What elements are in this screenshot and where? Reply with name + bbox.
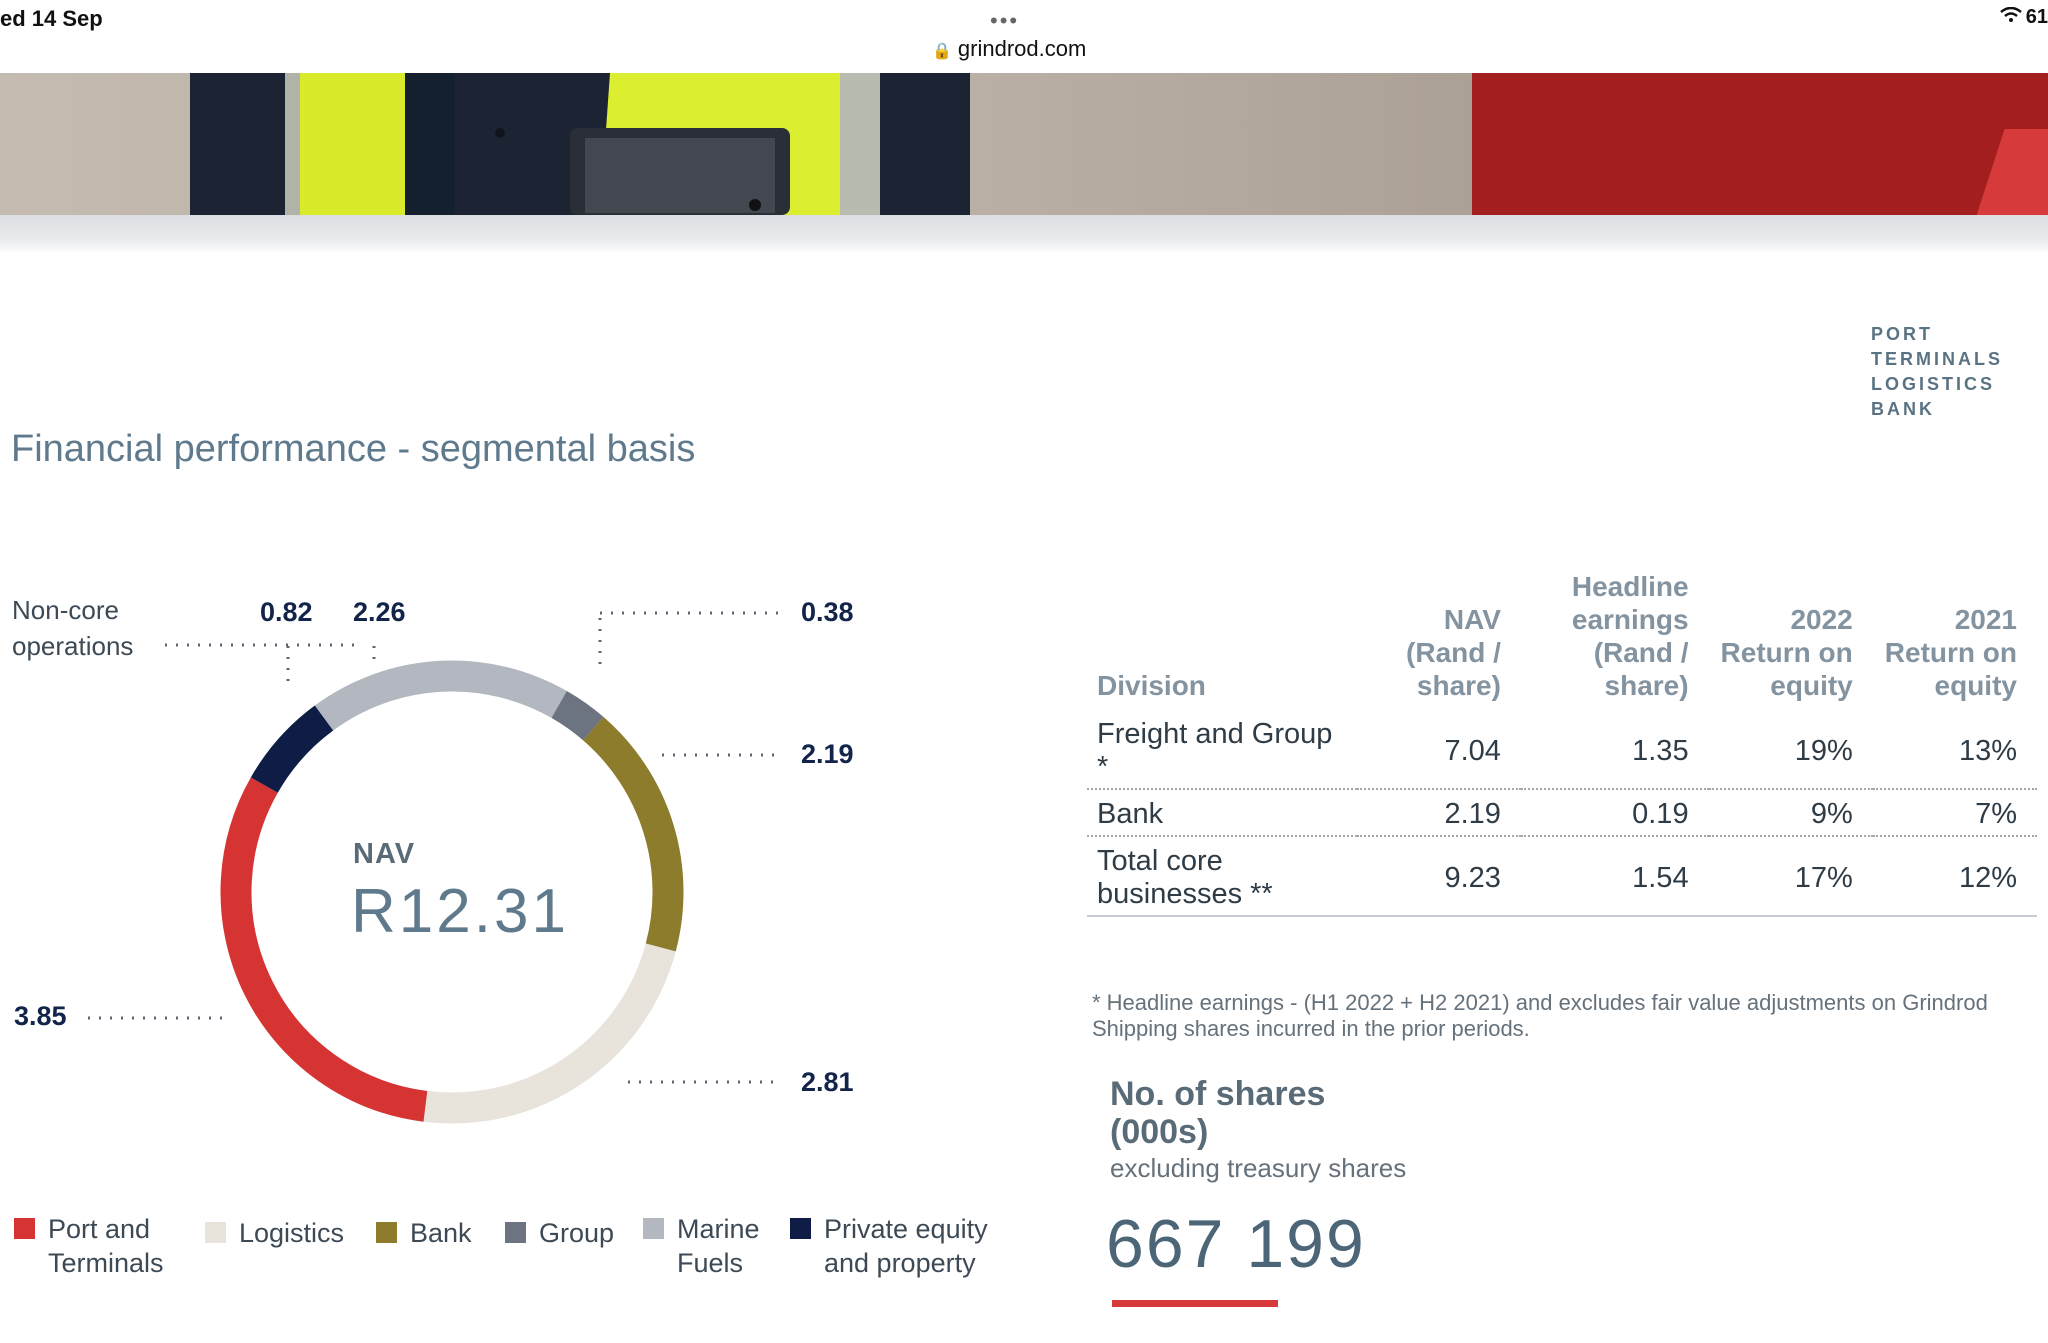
cell-division: Bank xyxy=(1087,789,1357,837)
segment-table: Division NAV (Rand / share) Headline ear… xyxy=(1087,570,2037,917)
legend-label: Port and Terminals xyxy=(48,1214,164,1278)
cell-nav: 9.23 xyxy=(1356,836,1521,917)
donut-segment-group xyxy=(551,690,604,741)
cell-nav: 2.19 xyxy=(1356,789,1521,837)
cell-headline: 1.54 xyxy=(1520,836,1709,917)
donut-center-value: R12.31 xyxy=(351,877,569,946)
callout-port: 3.85 xyxy=(14,1001,67,1031)
cell-division: Total core businesses ** xyxy=(1087,836,1357,917)
callout-group: 0.38 xyxy=(801,597,854,627)
shares-underline xyxy=(1112,1300,1278,1307)
page-title: Financial performance - segmental basis xyxy=(11,428,696,470)
lock-icon: 🔒 xyxy=(932,43,952,60)
divider xyxy=(0,215,2048,253)
address-bar[interactable]: 🔒 grindrod.com xyxy=(932,36,1086,62)
tagline-line: TERMINALS xyxy=(1871,349,2003,369)
cell-nav: 7.04 xyxy=(1356,710,1521,790)
donut-segments xyxy=(220,660,684,1124)
status-date: ed 14 Sep xyxy=(0,6,103,31)
col-division: Division xyxy=(1097,670,1206,701)
col-nav: NAV (Rand / share) xyxy=(1406,604,1501,701)
legend-swatch xyxy=(376,1222,397,1243)
legend-swatch xyxy=(205,1222,226,1243)
tagline-line: PORT xyxy=(1871,324,1934,344)
col-headline: Headline earnings (Rand / share) xyxy=(1571,571,1689,701)
legend-label: Group xyxy=(539,1218,615,1248)
legend-label: Private equity and property xyxy=(824,1214,988,1278)
wifi-icon xyxy=(1999,7,2022,22)
legend-swatch xyxy=(643,1218,664,1239)
cell-roe-2022: 17% xyxy=(1708,836,1873,917)
callout-bank: 2.19 xyxy=(801,739,854,769)
callout-logistics: 2.81 xyxy=(801,1067,854,1097)
cell-roe-2022: 9% xyxy=(1708,789,1873,837)
table-header-row: Division NAV (Rand / share) Headline ear… xyxy=(1087,570,2037,710)
cell-roe-2021: 7% xyxy=(1872,789,2037,837)
shares-value: 667 199 xyxy=(1106,1206,1366,1282)
table-row: Bank 2.19 0.19 9% 7% xyxy=(1087,789,2037,837)
donut-segment-private-equity-and-property xyxy=(250,705,334,794)
noncore-label: Non-core operations xyxy=(12,595,134,661)
hero-photo xyxy=(0,73,1472,215)
shares-subtitle: excluding treasury shares xyxy=(1110,1153,1407,1183)
hero-red-panel xyxy=(1472,73,2048,215)
table-row: Freight and Group * 7.04 1.35 19% 13% xyxy=(1087,710,2037,790)
status-right: 61 xyxy=(1999,6,2048,29)
legend-label: Bank xyxy=(410,1218,472,1248)
donut-segment-logistics xyxy=(423,943,676,1124)
callout-private-equity: 0.82 xyxy=(260,597,313,627)
battery-percent: 61 xyxy=(2025,6,2048,28)
callout-marine-fuels: 2.26 xyxy=(353,597,406,627)
tab-options-icon[interactable]: ••• xyxy=(990,8,1020,33)
legend-swatch xyxy=(14,1218,35,1239)
callout-leaders xyxy=(88,611,782,1084)
donut-segment-port-and-terminals xyxy=(220,777,428,1122)
footnote: * Headline earnings - (H1 2022 + H2 2021… xyxy=(1092,990,1988,1041)
status-bar: ed 14 Sep ••• 🔒 grindrod.com 61 xyxy=(0,0,2048,73)
cell-roe-2022: 19% xyxy=(1708,710,1873,790)
url-text: grindrod.com xyxy=(957,36,1087,61)
table-row: Total core businesses ** 9.23 1.54 17% 1… xyxy=(1087,836,2037,917)
legend-swatch xyxy=(790,1218,811,1239)
shares-title: No. of shares (000s) xyxy=(1110,1075,1326,1151)
legend-label: Logistics xyxy=(239,1218,345,1248)
cell-headline: 1.35 xyxy=(1520,710,1709,790)
brand-tagline: PORT TERMINALS LOGISTICS BANK xyxy=(1871,322,2003,422)
cell-roe-2021: 12% xyxy=(1872,836,2037,917)
tagline-line: BANK xyxy=(1871,399,1935,419)
donut-segment-bank xyxy=(583,716,684,952)
legend-label: Marine Fuels xyxy=(677,1214,760,1278)
cell-roe-2021: 13% xyxy=(1872,710,2037,790)
donut-center-label: NAV xyxy=(353,838,416,870)
col-roe-2022: 2022 Return on equity xyxy=(1720,604,1853,701)
cell-headline: 0.19 xyxy=(1520,789,1709,837)
donut-segment-marine-fuels xyxy=(314,660,567,731)
tagline-line: LOGISTICS xyxy=(1871,374,1996,394)
legend-swatch xyxy=(505,1222,526,1243)
hero-banner xyxy=(0,73,2048,215)
nav-donut-chart xyxy=(88,611,782,1124)
col-roe-2021: 2021 Return on equity xyxy=(1884,604,2017,701)
worker-photo xyxy=(190,73,970,215)
cell-division: Freight and Group * xyxy=(1087,710,1357,790)
